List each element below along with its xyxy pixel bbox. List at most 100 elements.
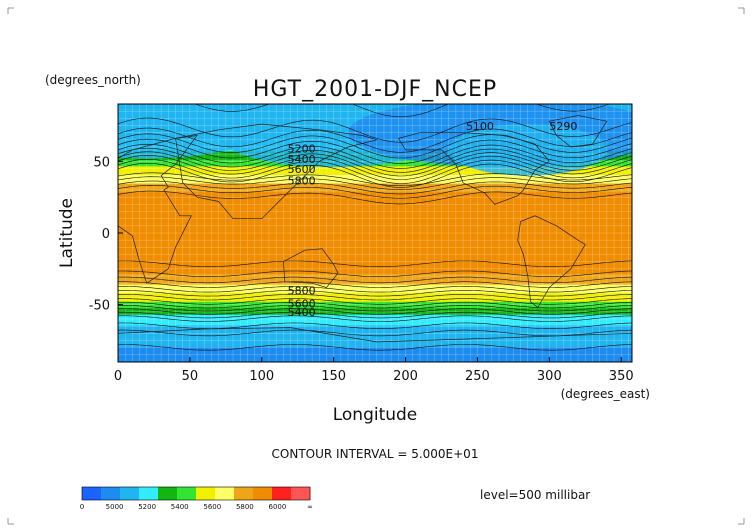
height-band xyxy=(118,271,632,275)
x-axis-ticks: 0 50 100 150 200 250 300 350 xyxy=(114,357,634,384)
corner-mark-bottom-left xyxy=(7,518,14,525)
height-band xyxy=(118,205,632,208)
contour-label: 5400 xyxy=(288,153,316,166)
colorbar-swatch xyxy=(253,487,273,500)
height-band xyxy=(118,172,632,176)
height-band xyxy=(118,215,632,219)
colorbar-swatch xyxy=(291,487,311,500)
colorbar: 0 5000 5200 5400 5600 5800 6000 ∞ xyxy=(80,486,313,511)
height-band xyxy=(118,323,632,327)
colorbar-label: 5000 xyxy=(106,503,124,511)
height-band xyxy=(118,336,632,339)
height-band xyxy=(118,314,632,318)
height-band xyxy=(118,213,632,217)
height-band xyxy=(118,280,632,284)
height-band xyxy=(118,170,632,174)
colorbar-swatch xyxy=(234,487,254,500)
height-band xyxy=(118,263,632,266)
contour-line xyxy=(118,154,632,180)
height-band xyxy=(118,325,632,329)
contour-label: 5200 xyxy=(288,143,316,156)
colorbar-frame xyxy=(81,486,311,501)
height-band xyxy=(118,187,632,191)
colorbar-label: 0 xyxy=(80,503,84,511)
colorbar-label: 6000 xyxy=(269,503,287,511)
height-band xyxy=(118,321,632,324)
height-band xyxy=(118,211,632,215)
contour-label: 5100 xyxy=(466,120,494,133)
y-tick-label: 50 xyxy=(93,155,110,170)
x-tick-label: 100 xyxy=(249,369,274,384)
height-band xyxy=(118,222,632,225)
contour-line xyxy=(118,138,632,164)
height-band xyxy=(118,174,632,178)
height-band xyxy=(118,207,632,210)
contour-line xyxy=(118,315,632,322)
height-band xyxy=(118,344,632,348)
height-band xyxy=(118,198,632,202)
contour-line xyxy=(118,301,632,309)
height-band xyxy=(118,239,632,243)
contour-line xyxy=(118,133,632,159)
continent-outline xyxy=(548,115,608,148)
height-band xyxy=(118,235,632,238)
height-band xyxy=(118,183,632,187)
y-axis-ticks: 50 0 -50 xyxy=(89,155,123,314)
height-band xyxy=(118,303,632,307)
x-tick-label: 150 xyxy=(321,369,346,384)
corner-mark-top-right xyxy=(738,7,745,14)
height-band xyxy=(118,192,632,195)
colorbar-swatch xyxy=(139,487,159,500)
height-band xyxy=(118,338,632,342)
y-tick-label: 0 xyxy=(102,227,110,242)
colorbar-label: 5200 xyxy=(138,503,156,511)
contour-label: 5600 xyxy=(288,298,316,311)
height-band xyxy=(118,316,632,320)
height-band xyxy=(118,297,632,301)
contour-line xyxy=(118,294,632,301)
height-band xyxy=(118,312,632,316)
contour-label: 5600 xyxy=(288,163,316,176)
height-band xyxy=(118,254,632,258)
level-text: level=500 millibar xyxy=(480,488,590,502)
contour-label: 5290 xyxy=(549,120,577,133)
x-axis-label: Longitude xyxy=(333,405,418,425)
contour-line xyxy=(118,143,632,169)
colorbar-label: ∞ xyxy=(307,503,313,511)
contour-line xyxy=(118,281,632,288)
contour-line xyxy=(118,270,632,277)
y-tick-label: -50 xyxy=(89,299,110,314)
contour-label: 5400 xyxy=(288,306,316,319)
height-band xyxy=(118,248,632,251)
contour-line xyxy=(118,159,632,184)
height-band xyxy=(118,220,632,223)
contour-line xyxy=(118,147,632,173)
continent-outline xyxy=(118,327,632,343)
height-band xyxy=(118,284,632,288)
contour-line xyxy=(118,311,632,319)
colorbar-swatch xyxy=(272,487,292,500)
height-band xyxy=(118,301,632,305)
contour-line xyxy=(118,276,632,284)
height-band xyxy=(118,359,632,362)
height-band xyxy=(118,233,632,236)
colorbar-label: 5400 xyxy=(171,503,189,511)
height-band xyxy=(118,295,632,299)
x-tick-label: 300 xyxy=(537,369,562,384)
height-band xyxy=(118,306,632,309)
height-band xyxy=(118,237,632,241)
height-band xyxy=(118,179,632,182)
height-band xyxy=(118,230,632,234)
height-band xyxy=(118,258,632,262)
contour-line xyxy=(118,184,632,199)
contour-line xyxy=(118,305,632,312)
contour-line xyxy=(118,298,632,305)
height-band xyxy=(118,291,632,294)
y-axis-label: Latitude xyxy=(57,198,77,268)
height-band xyxy=(118,282,632,286)
height-band xyxy=(118,196,632,200)
contour-line xyxy=(118,172,632,186)
height-band xyxy=(118,226,632,230)
chart-title: HGT_2001-DJF_NCEP xyxy=(253,77,497,102)
